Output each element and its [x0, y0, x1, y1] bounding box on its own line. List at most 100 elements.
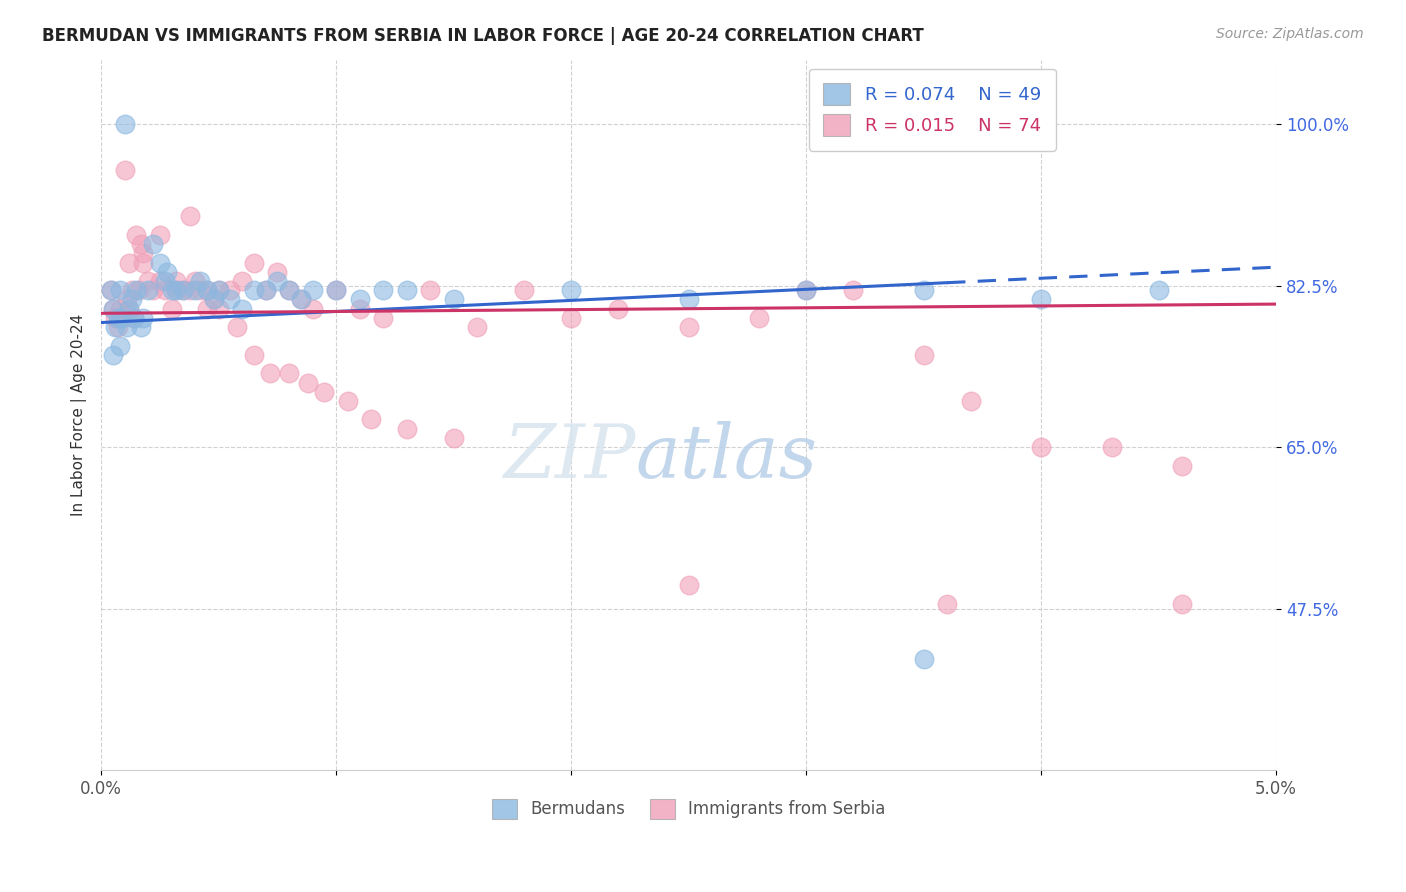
Point [142, 283, 165, 297]
Point [607, 301, 630, 316]
Point [121, 293, 143, 307]
Point [360, 412, 382, 426]
Point [172, 283, 194, 297]
Point [160, 301, 183, 316]
Point [794, 283, 817, 297]
Point [179, 210, 201, 224]
Point [165, 283, 187, 297]
Point [290, 293, 312, 307]
Point [936, 597, 959, 611]
Point [748, 310, 770, 325]
Point [188, 274, 211, 288]
Point [136, 283, 159, 297]
Point [513, 283, 536, 297]
Point [297, 376, 319, 390]
Point [107, 310, 129, 325]
Point [101, 301, 124, 316]
Point [254, 283, 277, 297]
Legend: Bermudans, Immigrants from Serbia: Bermudans, Immigrants from Serbia [485, 792, 893, 826]
Point [100, 283, 122, 297]
Point [325, 283, 347, 297]
Text: atlas: atlas [636, 421, 818, 493]
Point [136, 274, 159, 288]
Point [172, 283, 194, 297]
Point [243, 348, 266, 362]
Point [278, 366, 301, 380]
Point [349, 301, 371, 316]
Point [395, 422, 418, 436]
Point [1147, 283, 1170, 297]
Point [125, 283, 148, 297]
Point [121, 283, 143, 297]
Point [290, 293, 312, 307]
Point [207, 301, 229, 316]
Point [278, 283, 301, 297]
Point [231, 301, 253, 316]
Point [912, 348, 935, 362]
Text: BERMUDAN VS IMMIGRANTS FROM SERBIA IN LABOR FORCE | AGE 20-24 CORRELATION CHART: BERMUDAN VS IMMIGRANTS FROM SERBIA IN LA… [42, 27, 924, 45]
Point [118, 255, 141, 269]
Point [195, 283, 218, 297]
Point [1171, 597, 1194, 611]
Point [149, 255, 172, 269]
Point [912, 652, 935, 666]
Point [1029, 440, 1052, 454]
Point [188, 283, 211, 297]
Point [266, 265, 288, 279]
Point [108, 301, 131, 316]
Point [254, 283, 277, 297]
Y-axis label: In Labor Force | Age 20-24: In Labor Force | Age 20-24 [72, 314, 87, 516]
Text: ZIP: ZIP [503, 421, 636, 493]
Point [128, 283, 150, 297]
Point [132, 255, 155, 269]
Point [153, 274, 176, 288]
Point [132, 246, 155, 260]
Point [226, 320, 249, 334]
Point [301, 301, 323, 316]
Point [122, 310, 145, 325]
Point [111, 310, 134, 325]
Point [129, 320, 152, 334]
Text: Source: ZipAtlas.com: Source: ZipAtlas.com [1216, 27, 1364, 41]
Point [184, 283, 207, 297]
Point [560, 310, 582, 325]
Point [202, 293, 225, 307]
Point [371, 310, 394, 325]
Point [301, 283, 323, 297]
Point [184, 274, 207, 288]
Point [349, 293, 371, 307]
Point [259, 366, 281, 380]
Point [959, 394, 981, 409]
Point [371, 283, 394, 297]
Point [101, 301, 124, 316]
Point [114, 117, 136, 131]
Point [108, 310, 131, 325]
Point [149, 274, 172, 288]
Point [219, 283, 242, 297]
Point [842, 283, 865, 297]
Point [108, 283, 131, 297]
Point [142, 237, 165, 252]
Point [114, 163, 136, 178]
Point [101, 348, 124, 362]
Point [336, 394, 359, 409]
Point [560, 283, 582, 297]
Point [231, 274, 253, 288]
Point [202, 293, 225, 307]
Point [678, 320, 700, 334]
Point [195, 283, 218, 297]
Point [266, 274, 288, 288]
Point [678, 578, 700, 592]
Point [107, 320, 129, 334]
Point [207, 283, 229, 297]
Point [1101, 440, 1123, 454]
Point [395, 283, 418, 297]
Point [325, 283, 347, 297]
Point [165, 283, 187, 297]
Point [118, 301, 141, 316]
Point [794, 283, 817, 297]
Point [111, 310, 134, 325]
Point [278, 283, 301, 297]
Point [115, 320, 138, 334]
Point [465, 320, 488, 334]
